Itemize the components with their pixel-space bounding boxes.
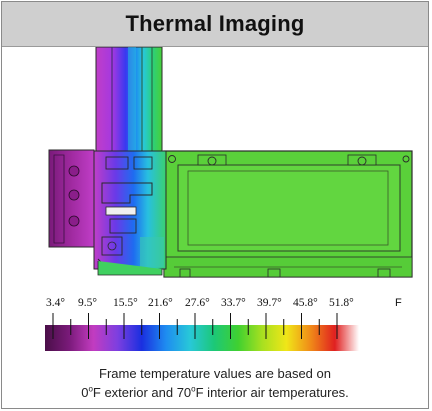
caption-line-2: 0oF exterior and 70oF interior air tempe… <box>81 384 349 400</box>
scale-tick-label: 3.4° <box>46 297 65 309</box>
scale-tick-label: 27.6° <box>185 297 210 309</box>
inner-frame-panel <box>177 164 401 252</box>
scale-ticks <box>52 313 338 339</box>
scale-gradient-bar <box>45 325 359 351</box>
scale-tick-label: 45.8° <box>293 297 318 309</box>
upper-jamb-stripe <box>128 47 136 153</box>
caption: Frame temperature values are based on 0o… <box>2 364 428 402</box>
scale-tick-label: 33.7° <box>221 297 246 309</box>
scale-tick-label: 15.5° <box>113 297 138 309</box>
thermal-frame-diagram <box>48 47 413 278</box>
caption-line-1: Frame temperature values are based on <box>99 366 331 381</box>
temperature-color-scale <box>45 313 359 351</box>
scale-unit: F <box>395 297 402 309</box>
card-header: Thermal Imaging <box>2 2 428 47</box>
card-title: Thermal Imaging <box>125 11 305 36</box>
scale-tick-label: 9.5° <box>78 297 97 309</box>
scale-tick-label: 21.6° <box>148 297 173 309</box>
scale-tick-label: 39.7° <box>257 297 282 309</box>
temperature-scale-labels: 3.4° 9.5° 15.5° 21.6° 27.6° 33.7° 39.7° … <box>2 293 428 315</box>
scale-tick-label: 51.8° <box>329 297 354 309</box>
